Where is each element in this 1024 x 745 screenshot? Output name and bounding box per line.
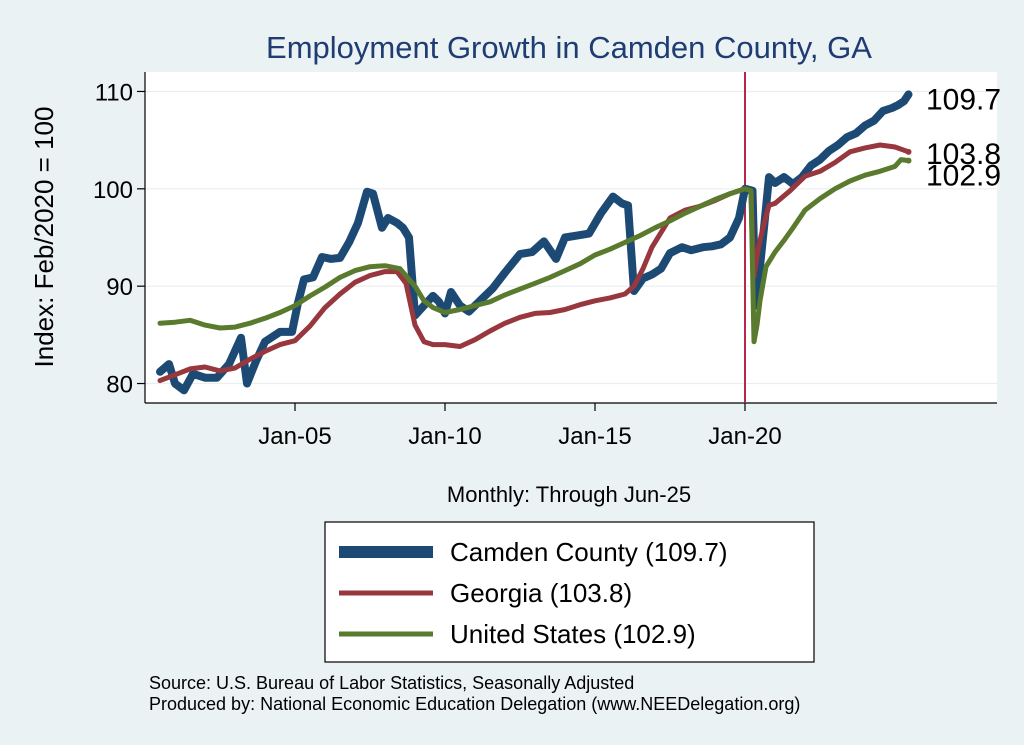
y-axis-label: Index: Feb/2020 = 100 [29, 107, 59, 368]
y-ticks: 80 90 100 110 [93, 79, 145, 399]
grid-lines [145, 90, 997, 385]
footer: Source: U.S. Bureau of Labor Statistics,… [149, 673, 800, 715]
x-axis-label: Monthly: Through Jun-25 [447, 482, 691, 507]
end-label: 109.7 [926, 83, 1001, 116]
x-tick-label: Jan-05 [258, 423, 331, 450]
end-label: 102.9 [926, 160, 1001, 193]
y-tick-label: 90 [106, 274, 133, 301]
series-end-point [905, 91, 912, 98]
end-label: 103.8 [926, 138, 1001, 171]
legend-label: Camden County (109.7) [450, 537, 727, 567]
series-line-2 [157, 157, 911, 345]
y-tick-label: 100 [93, 177, 133, 204]
x-ticks: Jan-05 Jan-10 Jan-15 Jan-20 [258, 403, 782, 450]
footer-source: Source: U.S. Bureau of Labor Statistics,… [149, 673, 635, 693]
legend: Camden County (109.7) Georgia (103.8) Unit… [339, 537, 727, 649]
y-tick-label: 80 [106, 372, 133, 399]
footer-produced-by: Produced by: National Economic Education… [149, 694, 801, 714]
x-tick-label: Jan-15 [558, 423, 631, 450]
series-line-0 [156, 90, 913, 395]
series-line-1 [157, 142, 911, 384]
series-end-point [905, 157, 912, 164]
legend-label: Georgia (103.8) [450, 578, 632, 608]
legend-label: United States (102.9) [450, 619, 696, 649]
x-tick-label: Jan-10 [408, 423, 481, 450]
series-lines [156, 90, 913, 395]
x-tick-label: Jan-20 [708, 423, 781, 450]
y-tick-label: 110 [95, 79, 133, 106]
series-end-point [905, 148, 912, 155]
chart-title: Employment Growth in Camden County, GA [266, 30, 872, 65]
